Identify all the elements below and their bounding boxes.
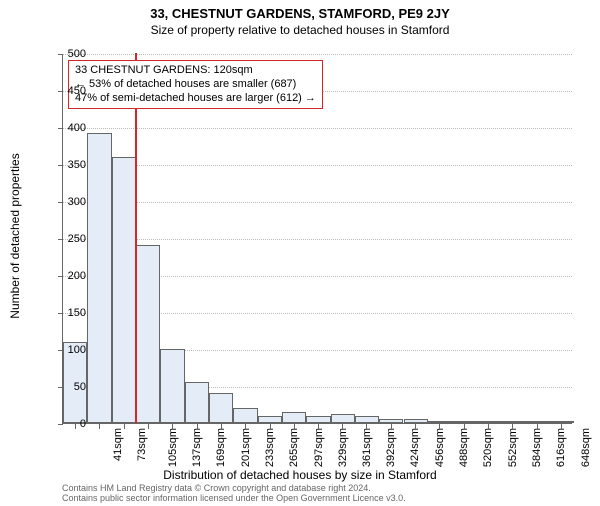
xtick-label: 456sqm — [434, 428, 446, 467]
xtick-label: 233sqm — [264, 428, 276, 467]
xtick-label: 105sqm — [167, 428, 179, 467]
xtick-label: 297sqm — [313, 428, 325, 467]
histogram-bar — [501, 421, 525, 423]
histogram-bar — [355, 416, 379, 423]
xtick-label: 169sqm — [216, 428, 228, 467]
histogram-bar — [185, 382, 209, 423]
xtick-mark — [512, 424, 513, 429]
xtick-mark — [537, 424, 538, 429]
histogram-bar — [404, 419, 428, 423]
page-title: 33, CHESTNUT GARDENS, STAMFORD, PE9 2JY — [0, 6, 600, 21]
xtick-label: 552sqm — [507, 428, 519, 467]
gridline — [63, 239, 572, 240]
xtick-mark — [366, 424, 367, 429]
marker-callout: 33 CHESTNUT GARDENS: 120sqm← 53% of deta… — [68, 60, 323, 109]
xtick-label: 424sqm — [409, 428, 421, 467]
histogram-bar — [160, 349, 184, 423]
xtick-label: 201sqm — [240, 428, 252, 467]
gridline — [63, 128, 572, 129]
histogram-bar — [379, 419, 403, 423]
ytick-label: 250 — [46, 233, 86, 245]
xtick-mark — [148, 424, 149, 429]
histogram-bar — [452, 421, 476, 423]
histogram-bar — [525, 421, 549, 423]
ytick-label: 400 — [46, 122, 86, 134]
footer-attribution: Contains HM Land Registry data © Crown c… — [62, 484, 406, 504]
callout-line: ← 53% of detached houses are smaller (68… — [75, 78, 316, 92]
xtick-label: 584sqm — [531, 428, 543, 467]
ytick-label: 50 — [46, 381, 86, 393]
xtick-label: 137sqm — [191, 428, 203, 467]
xtick-mark — [439, 424, 440, 429]
xtick-mark — [294, 424, 295, 429]
histogram-bar — [476, 421, 500, 423]
xtick-label: 41sqm — [112, 428, 124, 461]
xtick-mark — [270, 424, 271, 429]
xtick-mark — [99, 424, 100, 429]
xtick-label: 73sqm — [137, 428, 149, 461]
ytick-label: 300 — [46, 196, 86, 208]
histogram-bar — [306, 416, 330, 423]
histogram-bar — [282, 412, 306, 423]
xtick-mark — [415, 424, 416, 429]
xtick-mark — [245, 424, 246, 429]
xtick-label: 361sqm — [362, 428, 374, 467]
plot: 41sqm73sqm105sqm137sqm169sqm201sqm233sqm… — [62, 54, 572, 424]
xtick-mark — [391, 424, 392, 429]
ytick-label: 0 — [46, 418, 86, 430]
ytick-label: 200 — [46, 270, 86, 282]
ytick-label: 100 — [46, 344, 86, 356]
x-axis-label: Distribution of detached houses by size … — [0, 468, 600, 482]
histogram-bar — [112, 157, 136, 423]
xtick-mark — [318, 424, 319, 429]
xtick-label: 648sqm — [580, 428, 592, 467]
ytick-label: 450 — [46, 85, 86, 97]
xtick-label: 392sqm — [385, 428, 397, 467]
xtick-mark — [464, 424, 465, 429]
callout-line: 47% of semi-detached houses are larger (… — [75, 92, 316, 106]
page-subtitle: Size of property relative to detached ho… — [0, 23, 600, 37]
xtick-label: 616sqm — [555, 428, 567, 467]
xtick-label: 520sqm — [482, 428, 494, 467]
histogram-bar — [258, 416, 282, 423]
xtick-mark — [221, 424, 222, 429]
ytick-label: 150 — [46, 307, 86, 319]
xtick-mark — [342, 424, 343, 429]
histogram-bar — [549, 421, 573, 423]
histogram-bar — [136, 245, 160, 423]
gridline — [63, 202, 572, 203]
xtick-mark — [561, 424, 562, 429]
gridline — [63, 54, 572, 55]
callout-line: 33 CHESTNUT GARDENS: 120sqm — [75, 64, 316, 78]
footer-line: Contains public sector information licen… — [62, 494, 406, 504]
xtick-label: 329sqm — [337, 428, 349, 467]
gridline — [63, 165, 572, 166]
xtick-label: 488sqm — [458, 428, 470, 467]
chart-area: 41sqm73sqm105sqm137sqm169sqm201sqm233sqm… — [62, 54, 572, 424]
xtick-mark — [124, 424, 125, 429]
histogram-bar — [331, 414, 355, 423]
xtick-mark — [488, 424, 489, 429]
histogram-bar — [233, 408, 257, 423]
xtick-mark — [172, 424, 173, 429]
histogram-bar — [428, 421, 452, 423]
histogram-bar — [209, 393, 233, 423]
histogram-bar — [87, 133, 111, 423]
ytick-label: 350 — [46, 159, 86, 171]
xtick-mark — [197, 424, 198, 429]
ytick-label: 500 — [46, 48, 86, 60]
y-axis-label: Number of detached properties — [8, 153, 22, 318]
xtick-label: 265sqm — [289, 428, 301, 467]
